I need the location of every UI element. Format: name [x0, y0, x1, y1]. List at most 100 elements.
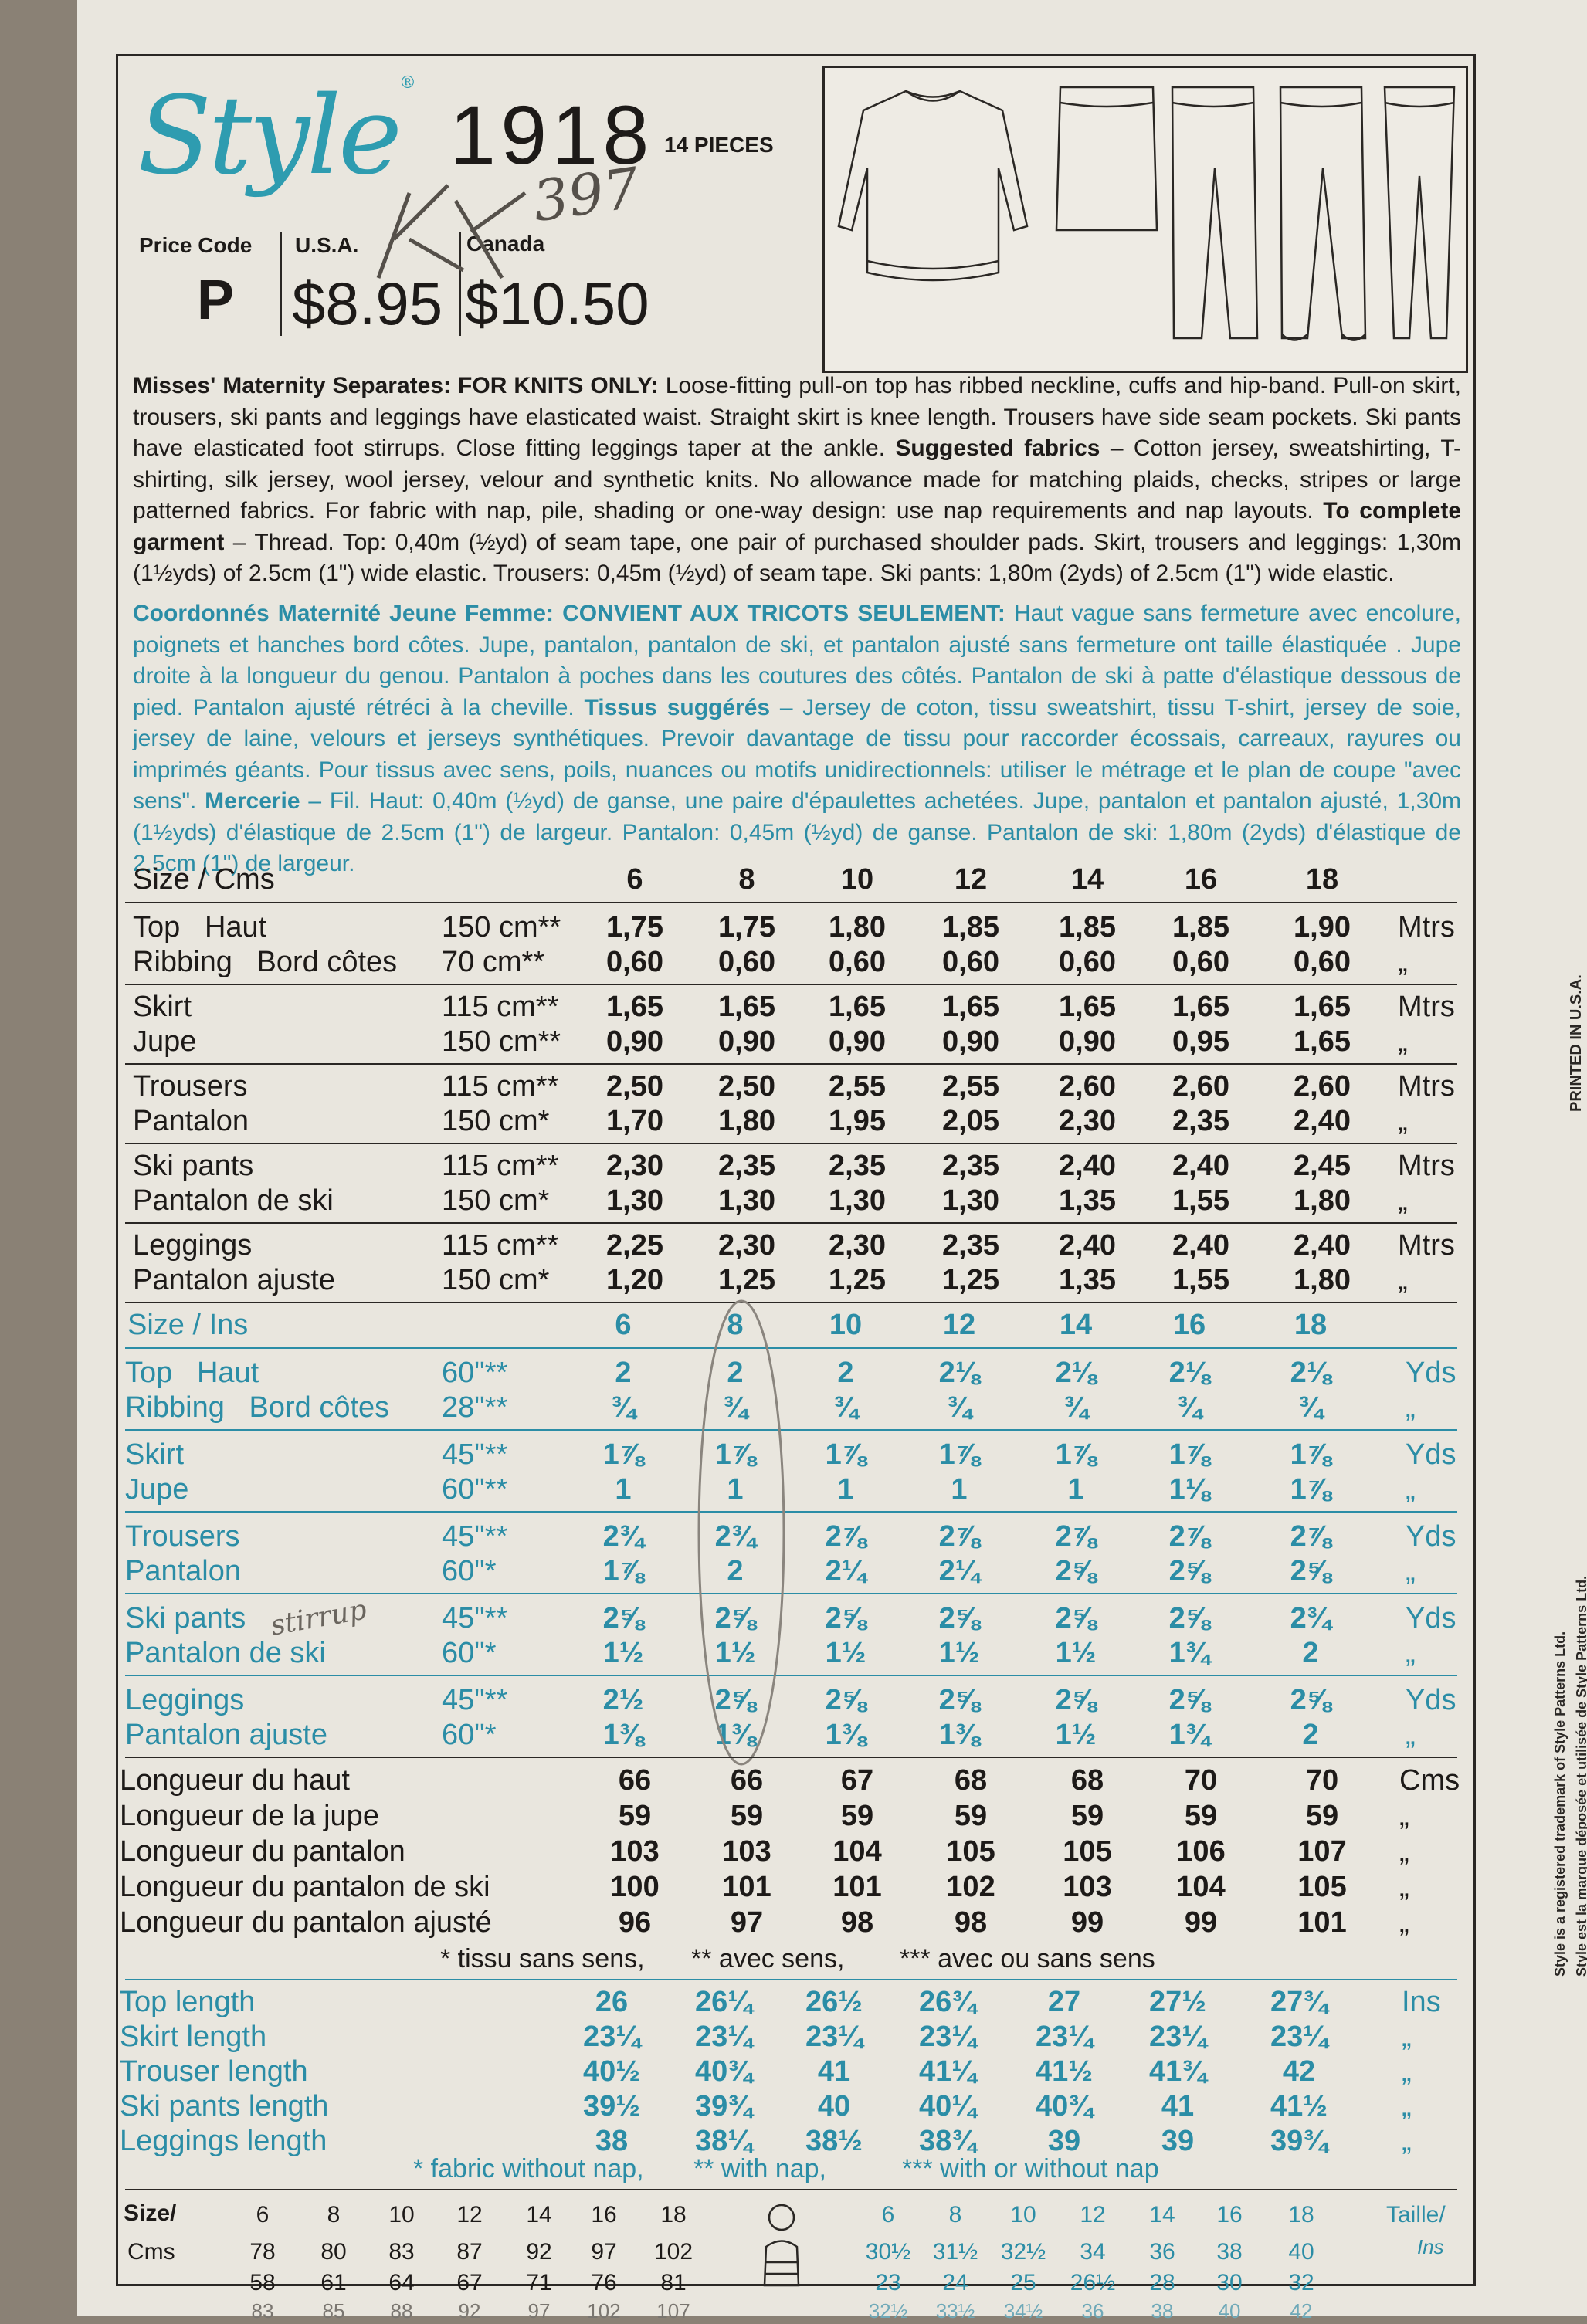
length-in-value: 26 — [595, 1986, 629, 2018]
length-cm-value: 106 — [1176, 1835, 1226, 1868]
imperial-value: 1⅞ — [1055, 1438, 1097, 1471]
length-label: Trouser length — [120, 2055, 308, 2088]
fabric-width: 150 cm** — [442, 1025, 561, 1058]
body-measure-in: 38 — [1151, 2299, 1174, 2322]
ski-pants-sketch — [1279, 86, 1367, 340]
metric-value: 1,65 — [1294, 991, 1351, 1023]
fabric-row-label: Pantalon ajuste — [125, 1719, 327, 1751]
metric-value: 2,40 — [1172, 1150, 1229, 1182]
trousers-sketch — [1171, 86, 1259, 340]
imperial-value: ¾ — [1177, 1391, 1202, 1424]
metric-header-label: Size / Cms — [133, 863, 275, 896]
trademark-note-fr: Style est la marque déposée et utilisée … — [1574, 1575, 1587, 1977]
unit-label: Yds — [1406, 1438, 1456, 1471]
imperial-value: 1⅞ — [714, 1438, 756, 1471]
fabric-row-label: Trousers — [133, 1070, 248, 1103]
body-measure-in: 33½ — [935, 2299, 975, 2322]
fabric-width: 150 cm* — [442, 1105, 550, 1137]
metric-value: 1,85 — [942, 911, 999, 943]
row-divider — [125, 984, 1457, 985]
length-cm-value: 98 — [840, 1906, 874, 1939]
unit-label: „ — [1406, 1637, 1416, 1669]
size-header: 6 — [626, 863, 643, 896]
unit-label: „ — [1406, 1555, 1416, 1587]
metric-value: 0,60 — [606, 946, 663, 978]
metric-value: 2,30 — [829, 1229, 886, 1262]
body-measure: 85 — [322, 2299, 345, 2322]
notions-text-fr: – Fil. Haut: 0,40m (½yd) de ganse, une p… — [133, 788, 1461, 876]
imperial-value: 2⅛ — [1055, 1357, 1097, 1389]
metric-value: 1,25 — [942, 1264, 999, 1296]
imperial-value: 2⅞ — [1290, 1520, 1331, 1553]
metric-value: 1,55 — [1172, 1264, 1229, 1296]
notions-label: To complete garment — [133, 498, 1462, 555]
imperial-value: 1⅞ — [1290, 1438, 1331, 1471]
fabric-width: 115 cm** — [442, 1150, 559, 1182]
registered-mark: ® — [398, 73, 416, 93]
length-cm-value: 99 — [1070, 1906, 1104, 1939]
price-code-label: Price Code — [139, 233, 253, 257]
metric-value: 1,30 — [942, 1184, 999, 1217]
unit-label: „ — [1398, 1264, 1408, 1296]
metric-value: 2,60 — [1059, 1070, 1116, 1103]
imperial-value: 2⅝ — [1055, 1602, 1097, 1635]
length-label: Longueur du pantalon — [120, 1835, 405, 1868]
length-label: Longueur du pantalon de ski — [120, 1871, 490, 1903]
length-in-value: 41 — [1161, 2090, 1195, 2122]
unit-label: Mtrs — [1398, 991, 1455, 1023]
notions-text: – Thread. Top: 0,40m (½yd) of seam tape,… — [133, 529, 1461, 587]
length-in-value: 23¼ — [805, 2021, 863, 2053]
unit-label: Mtrs — [1398, 1070, 1455, 1103]
imperial-value: 2¾ — [714, 1520, 756, 1553]
length-in-value: 38¾ — [919, 2125, 976, 2157]
imperial-value: 1 — [727, 1473, 744, 1506]
fabrics-text: – Cotton jersey, sweatshirting, T-shirti… — [133, 435, 1461, 523]
pieces-count: 14 PIECES — [664, 133, 774, 157]
fabric-width: 150 cm* — [442, 1184, 550, 1217]
metric-value: 2,40 — [1059, 1229, 1116, 1262]
metric-value: 0,90 — [606, 1025, 663, 1058]
imperial-value: 2⅝ — [714, 1684, 756, 1716]
metric-value: 1,65 — [942, 991, 999, 1023]
metric-value: 2,35 — [1172, 1105, 1229, 1137]
row-divider — [125, 1143, 1457, 1144]
imperial-value: ¾ — [833, 1391, 858, 1424]
fabric-width: 150 cm** — [442, 911, 561, 943]
imperial-value: 2 — [727, 1555, 744, 1587]
metric-value: 1,30 — [718, 1184, 775, 1217]
fabric-width: 45"** — [442, 1684, 508, 1716]
unit-label: Mtrs — [1398, 911, 1455, 943]
footnote: ** with nap, — [693, 2154, 826, 2183]
size-header: 8 — [738, 863, 755, 896]
fabric-width: 60"* — [442, 1637, 497, 1669]
fabric-width: 60"** — [442, 1473, 508, 1506]
imperial-value: 1 — [615, 1473, 632, 1506]
imperial-value: ¾ — [723, 1391, 748, 1424]
description-french: Coordonnés Maternité Jeune Femme: CONVIE… — [133, 598, 1461, 880]
length-in-value: 41½ — [1036, 2055, 1093, 2088]
row-divider — [125, 1979, 1457, 1980]
unit-label: Cms — [1399, 1764, 1460, 1797]
size-header: 16 — [1172, 1309, 1206, 1341]
unit-label: Yds — [1406, 1602, 1456, 1635]
length-cm-value: 100 — [610, 1871, 660, 1903]
row-divider — [125, 1347, 1457, 1349]
imperial-value: 2⅞ — [825, 1520, 866, 1553]
length-in-value: 39 — [1047, 2125, 1081, 2157]
pencil-scribble — [376, 184, 527, 279]
size-header: 18 — [1294, 1309, 1328, 1341]
length-in-value: 26¾ — [919, 1986, 976, 2018]
body-cms-label: Cms — [127, 2239, 175, 2265]
length-in-value: 40¼ — [919, 2090, 976, 2122]
metric-value: 1,95 — [829, 1105, 886, 1137]
footnote: * tissu sans sens, — [440, 1944, 645, 1973]
imperial-value: 1⅜ — [602, 1719, 644, 1751]
length-in-value: 41¼ — [919, 2055, 976, 2088]
imperial-value: 1⅜ — [825, 1719, 866, 1751]
metric-value: 0,60 — [1294, 946, 1351, 978]
fabric-width: 115 cm** — [442, 991, 559, 1023]
row-divider — [125, 1511, 1457, 1513]
imperial-value: ¾ — [1298, 1391, 1323, 1424]
metric-value: 1,65 — [1059, 991, 1116, 1023]
row-divider — [125, 1302, 1457, 1303]
